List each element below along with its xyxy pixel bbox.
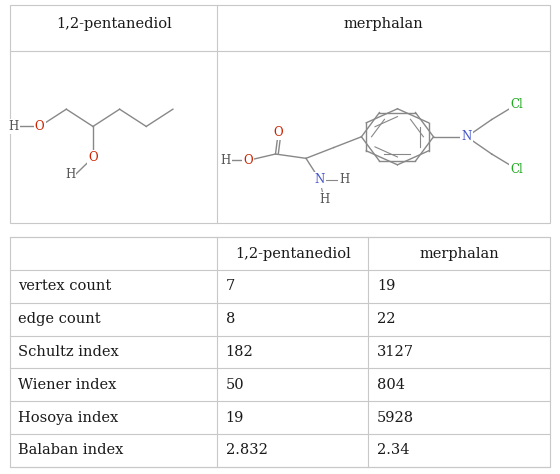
Text: 804: 804 [377,378,405,392]
Text: 1,2-pentanediol: 1,2-pentanediol [56,17,171,31]
Text: N: N [461,130,472,143]
Text: merphalan: merphalan [419,246,499,261]
Text: N: N [315,173,325,186]
Text: 19: 19 [226,410,244,425]
Text: Hosoya index: Hosoya index [18,410,119,425]
Text: 19: 19 [377,279,395,293]
Text: 5928: 5928 [377,410,414,425]
Text: Cl: Cl [510,98,523,111]
Text: 2.34: 2.34 [377,443,409,457]
Text: O: O [243,154,253,167]
Text: H: H [340,173,350,186]
Text: 2.832: 2.832 [226,443,268,457]
Text: 8: 8 [226,312,235,326]
Text: edge count: edge count [18,312,101,326]
Text: Cl: Cl [510,163,523,175]
Text: O: O [88,151,98,164]
Text: O: O [273,126,283,139]
Text: H: H [319,193,329,206]
Text: 7: 7 [226,279,235,293]
Text: Wiener index: Wiener index [18,378,117,392]
Text: H: H [65,168,75,181]
Text: merphalan: merphalan [344,17,423,31]
Text: Balaban index: Balaban index [18,443,124,457]
Text: vertex count: vertex count [18,279,112,293]
Text: Schultz index: Schultz index [18,345,119,359]
Text: H: H [9,120,19,133]
Text: H: H [221,154,231,167]
Text: 50: 50 [226,378,244,392]
Text: 1,2-pentanediol: 1,2-pentanediol [235,246,351,261]
Text: 182: 182 [226,345,254,359]
Text: 3127: 3127 [377,345,414,359]
Text: 22: 22 [377,312,395,326]
Text: O: O [35,120,44,133]
